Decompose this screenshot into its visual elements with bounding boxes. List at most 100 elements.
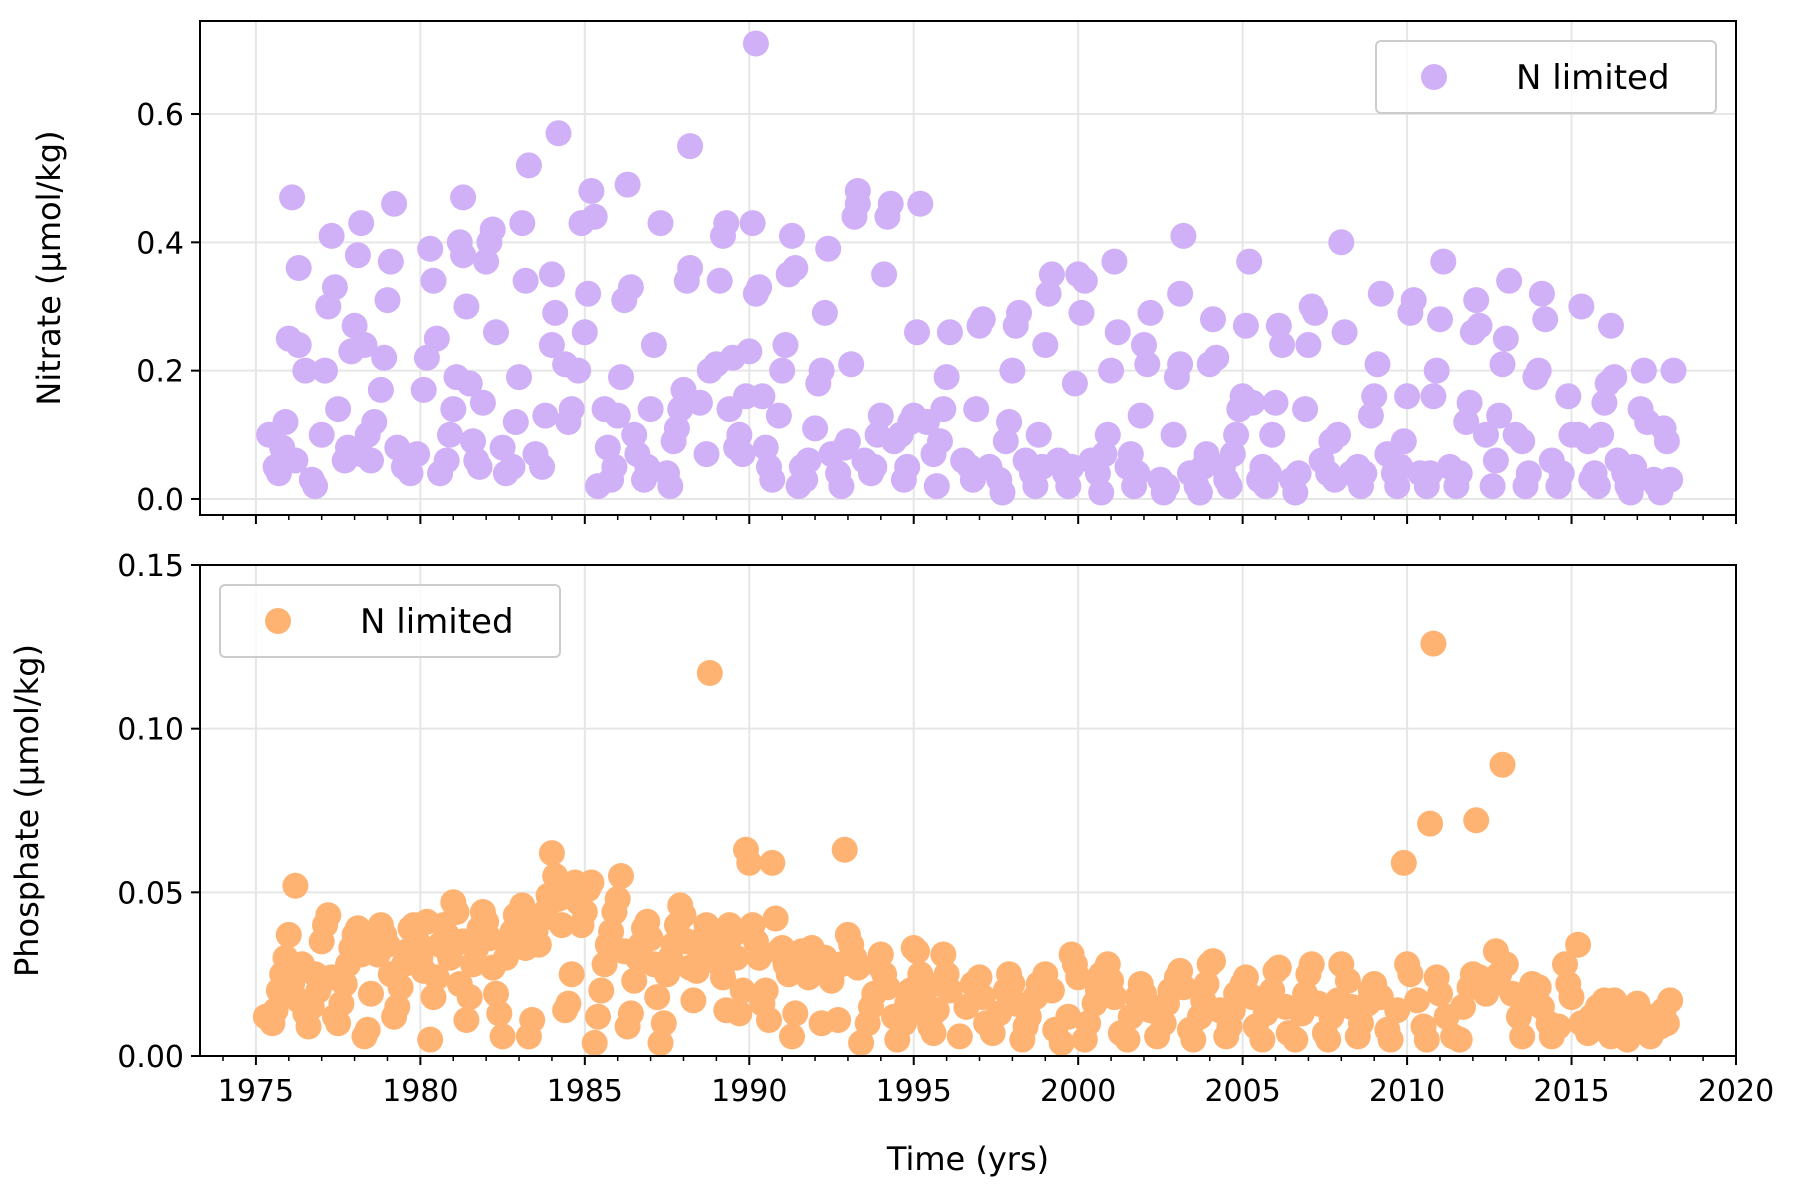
data-point [1302, 299, 1328, 326]
data-point [969, 984, 996, 1011]
nitrate-ticks: 0.0 0.2 0.4 0.6 [136, 98, 1737, 524]
data-point [1492, 951, 1519, 978]
data-point [746, 944, 773, 971]
data-point [1364, 351, 1391, 378]
data-point [1565, 931, 1592, 958]
data-point [1552, 951, 1578, 978]
data-point [529, 453, 556, 480]
data-point [963, 396, 990, 423]
data-point [680, 987, 707, 1014]
data-point [647, 210, 674, 237]
data-point [752, 977, 779, 1004]
data-point [706, 267, 733, 294]
data-point [1545, 1013, 1572, 1040]
data-point [1193, 971, 1220, 997]
data-point [1413, 1026, 1440, 1053]
data-point [608, 364, 634, 391]
data-point [657, 473, 684, 500]
data-point [637, 396, 664, 423]
data-point [795, 447, 822, 474]
data-point [1015, 1003, 1042, 1030]
data-point [598, 918, 625, 945]
data-point [1285, 460, 1312, 487]
data-point [719, 921, 746, 948]
data-point [726, 421, 753, 448]
data-point [591, 951, 618, 978]
data-point [374, 931, 401, 958]
data-point [637, 925, 664, 952]
data-point [450, 184, 477, 211]
data-point [538, 332, 565, 358]
data-point [1203, 344, 1230, 371]
data-point [571, 319, 598, 346]
nitrate-legend-marker [1421, 64, 1447, 90]
data-point [272, 409, 299, 435]
data-point [581, 1029, 608, 1056]
data-point [420, 267, 447, 294]
data-point [1489, 351, 1516, 378]
phosphate-legend: N limited [219, 584, 561, 658]
data-point [877, 190, 904, 217]
data-point [1348, 1010, 1374, 1037]
x-tick-label: 2015 [1533, 1074, 1609, 1109]
data-point [1035, 280, 1062, 307]
data-point [1200, 306, 1226, 333]
data-point [1588, 421, 1615, 448]
data-point [894, 453, 921, 480]
data-point [1325, 421, 1351, 448]
data-point [542, 299, 569, 326]
data-point [1269, 332, 1296, 358]
data-point [713, 210, 740, 237]
data-point [762, 905, 789, 932]
data-point [1098, 357, 1125, 384]
data-point [1061, 370, 1088, 397]
data-point [1071, 267, 1098, 294]
data-point [1282, 479, 1309, 506]
data-point [282, 872, 309, 899]
data-point [295, 1013, 322, 1040]
data-point [1384, 473, 1411, 500]
data-point [456, 984, 483, 1011]
data-point [542, 863, 569, 889]
x-tick-label: 1990 [711, 1074, 787, 1109]
data-point [1298, 951, 1325, 978]
data-point [1423, 357, 1450, 384]
data-point [1219, 441, 1246, 468]
data-point [927, 428, 953, 455]
data-point [318, 222, 345, 249]
data-point [617, 274, 644, 301]
data-point [1038, 261, 1065, 288]
data-point [1653, 1010, 1680, 1037]
nitrate-points [256, 30, 1687, 506]
data-point [1331, 319, 1358, 346]
data-point [1315, 1026, 1342, 1053]
y-tick-label: 0.00 [117, 1040, 184, 1075]
data-point [933, 364, 960, 391]
data-point [828, 473, 855, 500]
data-point [844, 178, 871, 204]
data-point [1075, 1010, 1102, 1037]
data-point [923, 473, 950, 500]
data-point [420, 984, 447, 1011]
data-point [765, 402, 792, 429]
x-tick-label: 2000 [1040, 1074, 1116, 1109]
data-point [325, 1010, 352, 1037]
data-point [1058, 453, 1085, 480]
phosphate-panel: 1975 1980 1985 1990 1995 2000 2005 2010 2015 2020… [8, 549, 1774, 1178]
data-point [1390, 849, 1417, 876]
data-point [756, 1007, 782, 1033]
data-point [1528, 280, 1555, 307]
data-point [710, 964, 736, 991]
data-point [285, 332, 312, 358]
data-point [1400, 287, 1427, 314]
data-point [1427, 306, 1453, 333]
data-point [759, 849, 786, 876]
data-point [874, 974, 901, 1001]
data-point [1657, 466, 1684, 493]
data-point [848, 1029, 875, 1056]
data-point [890, 1010, 917, 1037]
data-point [483, 319, 509, 346]
data-point [923, 997, 950, 1024]
data-point [1473, 421, 1499, 448]
data-point [377, 248, 404, 275]
